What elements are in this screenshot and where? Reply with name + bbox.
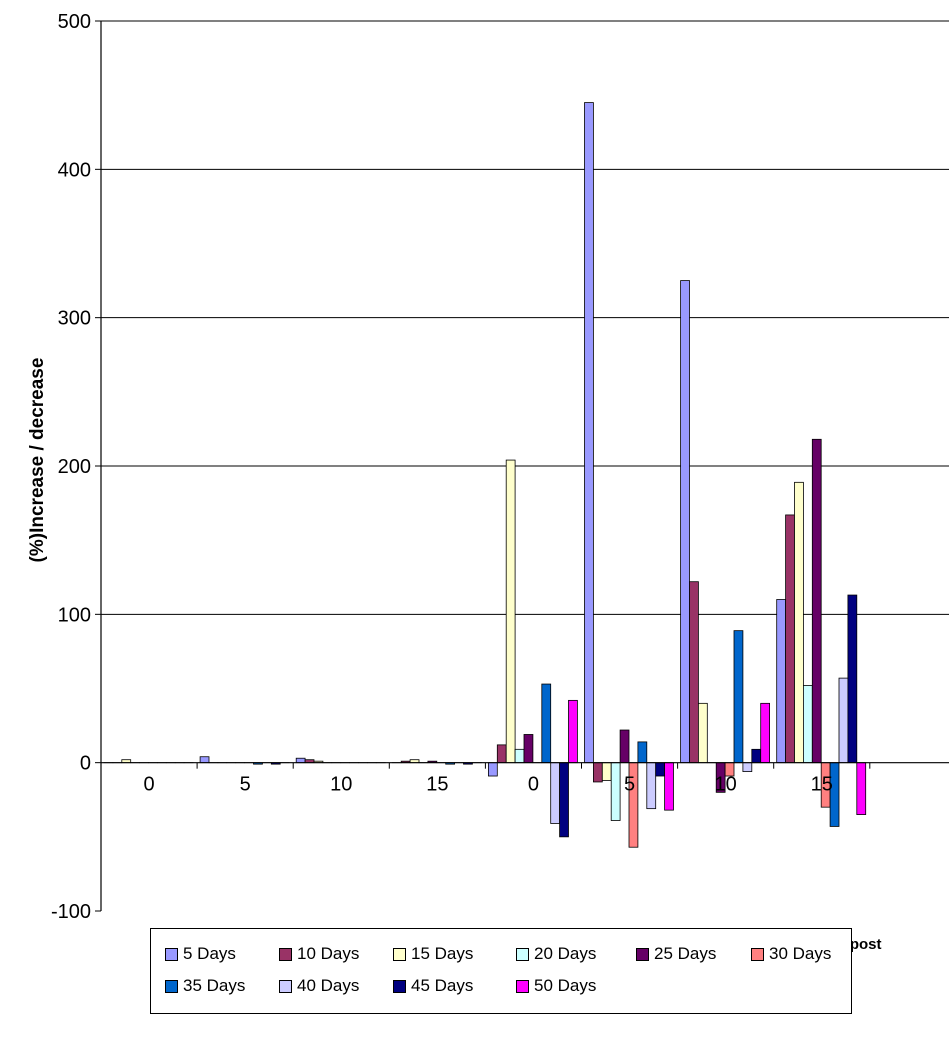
bar-25-days-cat-4: [523, 734, 534, 764]
bar-50-days-cat-5: [664, 762, 674, 811]
y-tick-label-0: -100: [51, 901, 91, 923]
y-tick-label-1: 0: [80, 753, 91, 775]
legend-label: 50 Days: [534, 976, 597, 995]
legend-item-45-days: 45 Days: [393, 975, 473, 997]
bar-25-days-cat-5: [619, 729, 630, 764]
bar-35-days-cat-4: [541, 683, 552, 764]
legend-label: 45 Days: [411, 976, 474, 995]
bar-50-days-cat-4: [568, 699, 578, 764]
legend-swatch: [279, 979, 292, 993]
y-tick-label-5: 400: [58, 159, 91, 181]
bar-20-days-cat-5: [610, 762, 621, 821]
bar-20-days-cat-4: [514, 748, 525, 764]
legend-item-50-days: 50 Days: [516, 975, 596, 997]
bar-10-days-cat-5: [593, 762, 603, 783]
bar-15-days-cat-5: [601, 762, 612, 781]
legend-swatch: [636, 947, 649, 961]
y-tick-label-4: 300: [58, 308, 91, 330]
legend-swatch: [165, 947, 178, 961]
legend-item-5-days: 5 Days: [165, 943, 236, 965]
legend-item-30-days: 30 Days: [751, 943, 831, 965]
x-tick-label-7: 15: [811, 774, 833, 796]
legend-item-10-days: 10 Days: [279, 943, 359, 965]
y-tick-label-2: 100: [58, 604, 91, 626]
legend-swatch: [516, 947, 529, 961]
legend-label: 20 Days: [534, 944, 597, 963]
legend-item-25-days: 25 Days: [636, 943, 716, 965]
legend-swatch: [279, 947, 292, 961]
x-tick-label-6: 10: [715, 774, 737, 796]
bar-50-days-cat-6: [760, 702, 771, 764]
bar-40-days-cat-5: [646, 762, 657, 810]
bar-45-days-cat-6: [751, 748, 762, 764]
bar-5-days-cat-6: [680, 280, 690, 764]
bar-40-days-cat-7: [838, 677, 849, 764]
bar-35-days-cat-6: [733, 630, 744, 764]
x-tick-label-5: 5: [624, 774, 635, 796]
bar-15-days-cat-7: [794, 481, 804, 764]
legend-swatch: [516, 979, 529, 993]
bar-35-days-cat-5: [637, 741, 648, 764]
legend-label: 35 Days: [183, 976, 246, 995]
x-tick-labels: 0 5 10 15 0 5 10 15: [143, 774, 832, 796]
bar-15-days-cat-4: [505, 459, 516, 764]
legend-label: 25 Days: [654, 944, 717, 963]
x-tick-label-1: 5: [240, 774, 251, 796]
y-tick-label-6: 500: [58, 11, 91, 33]
legend: 5 Days 10 Days 15 Days 20 Days 25 Days 30 Day…: [150, 928, 852, 1014]
y-axis-label: (%)Increase / decrease: [27, 358, 48, 563]
axes: [95, 20, 949, 912]
x-tick-label-4: 0: [528, 774, 539, 796]
x-tick-label-2: 10: [330, 774, 352, 796]
legend-label: 15 Days: [411, 944, 474, 963]
legend-item-40-days: 40 Days: [279, 975, 359, 997]
bar-40-days-cat-4: [550, 762, 561, 824]
bar-10-days-cat-6: [689, 581, 699, 764]
x-tick-label-3: 15: [426, 774, 448, 796]
x-tick-label-0: 0: [143, 774, 154, 796]
legend-label: 5 Days: [183, 944, 236, 963]
bar-5-days-cat-4: [487, 762, 498, 777]
bar-5-days-cat-7: [776, 599, 787, 764]
legend-item-35-days: 35 Days: [165, 975, 245, 997]
legend-item-20-days: 20 Days: [516, 943, 596, 965]
legend-swatch: [393, 979, 406, 993]
legend-label: 30 Days: [769, 944, 832, 963]
legend-item-15-days: 15 Days: [393, 943, 473, 965]
bar-10-days-cat-4: [496, 744, 507, 764]
bar-25-days-cat-7: [811, 438, 822, 764]
bar-45-days-cat-4: [559, 762, 569, 838]
bars: [103, 102, 867, 848]
legend-swatch: [393, 947, 406, 961]
y-tick-label-3: 200: [58, 456, 91, 478]
bar-50-days-cat-7: [856, 762, 867, 815]
bar-20-days-cat-7: [803, 685, 813, 764]
bar-45-days-cat-5: [655, 762, 666, 777]
bar-15-days-cat-6: [698, 702, 708, 764]
legend-swatch: [751, 947, 764, 961]
bar-5-days-cat-1: [199, 756, 210, 764]
legend-label: 10 Days: [297, 944, 360, 963]
bar-10-days-cat-7: [785, 514, 795, 764]
bar-5-days-cat-2: [295, 757, 306, 764]
bar-5-days-cat-5: [584, 102, 594, 764]
y-tick-labels: -100 0 100 200 300 400 500: [51, 11, 91, 923]
gridlines: [101, 20, 949, 615]
bar-45-days-cat-7: [847, 594, 858, 764]
bar-40-days-cat-6: [742, 762, 753, 772]
legend-label: 40 Days: [297, 976, 360, 995]
legend-swatch: [165, 979, 178, 993]
